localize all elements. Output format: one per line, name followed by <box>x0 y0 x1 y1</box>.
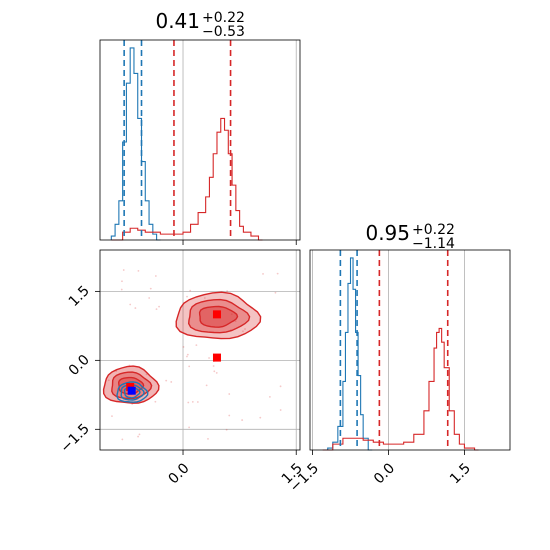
joint-y-tick-label: 0.0 <box>66 352 93 379</box>
joint-scatter-point <box>188 365 191 368</box>
panel-x0-title-minus: −0.53 <box>202 24 245 40</box>
joint-scatter-point <box>122 269 125 271</box>
joint-scatter-point <box>274 291 277 294</box>
joint-scatter-points <box>107 269 282 441</box>
joint-scatter-point <box>203 297 206 299</box>
joint-scatter-point <box>187 401 190 404</box>
joint-scatter-point <box>195 344 198 347</box>
panel-x0-quantile-lines <box>123 40 232 240</box>
joint-scatter-point <box>189 289 192 292</box>
joint-scatter-point <box>212 365 215 367</box>
panel-x1-red-histogram <box>322 327 479 451</box>
joint-scatter-point <box>107 379 110 382</box>
joint-scatter-point <box>241 419 244 421</box>
joint-scatter-point <box>170 381 173 383</box>
joint-frame <box>99 249 301 451</box>
panel-marginal-x0: 0.41 +0.22 −0.53 <box>99 9 301 245</box>
panel-x1-title-value: 0.95 <box>365 221 410 245</box>
panel-x1-grid <box>312 250 465 450</box>
joint-scatter-point <box>244 328 246 330</box>
joint-scatter-point <box>155 308 158 311</box>
joint-scatter-point <box>154 400 157 403</box>
panel-x0-ticks <box>182 240 297 245</box>
joint-scatter-point <box>165 379 168 382</box>
joint-scatter-point <box>120 288 123 291</box>
joint-scatter-point <box>182 346 185 348</box>
joint-scatter-point <box>154 275 157 277</box>
joint-scatter-point <box>205 384 208 387</box>
panel-x0-frame <box>99 39 301 241</box>
joint-scatter-point <box>259 416 262 419</box>
joint-marker-red <box>212 353 221 362</box>
joint-scatter-point <box>276 272 279 275</box>
panel-marginal-x1: −1.5 0.0 1.5 0.95 +0.22 −1.14 <box>287 221 511 496</box>
panel-x0-grid <box>182 40 297 240</box>
panel-x0-red-histogram <box>111 117 263 241</box>
joint-scatter-point <box>228 414 231 417</box>
joint-blue-contour <box>116 381 149 403</box>
joint-scatter-point <box>207 437 209 440</box>
panel-x0-title-value: 0.41 <box>155 9 200 33</box>
joint-markers <box>126 310 221 395</box>
joint-scatter-point <box>196 401 199 403</box>
joint-scatter-point <box>137 270 140 272</box>
joint-y-tick-label: 1.5 <box>66 283 93 310</box>
joint-scatter-point <box>186 355 188 358</box>
joint-scatter-point <box>138 433 141 436</box>
joint-scatter-point <box>234 320 237 323</box>
panel-joint: 0.0 1.5−1.50.01.5 <box>57 249 306 487</box>
joint-scatter-point <box>279 385 282 388</box>
panel-x1-histograms <box>322 257 479 451</box>
joint-scatter-point <box>148 297 151 299</box>
panel-x0-blue-histogram <box>110 47 161 241</box>
joint-x-tick-label: 0.0 <box>166 460 193 487</box>
joint-scatter-point <box>121 438 124 441</box>
panel-x1-title-minus: −1.14 <box>412 236 455 252</box>
joint-scatter-point <box>149 287 152 290</box>
joint-scatter-point <box>121 280 123 283</box>
panel-x0-histograms <box>110 47 263 241</box>
joint-blue-contour <box>120 384 145 401</box>
joint-scatter-point <box>242 330 244 333</box>
panel-x1-quantile-lines <box>339 250 449 450</box>
panel-x1-tick-label: 0.0 <box>371 460 398 487</box>
panel-x1-title-plus: +0.22 <box>412 222 455 238</box>
joint-scatter-point <box>186 295 188 298</box>
joint-scatter-point <box>188 426 191 429</box>
joint-scatter-point <box>186 353 189 356</box>
joint-grid <box>100 250 300 450</box>
joint-y-tick-label: −1.5 <box>57 421 92 456</box>
joint-scatter-point <box>262 273 264 275</box>
joint-scatter-point <box>158 305 160 308</box>
joint-scatter-point <box>225 428 228 431</box>
joint-scatter-point <box>145 373 148 376</box>
joint-marker-red <box>212 310 221 319</box>
joint-scatter-point <box>215 372 218 374</box>
joint-scatter-point <box>279 409 282 411</box>
joint-scatter-point <box>268 395 271 398</box>
joint-scatter-point <box>137 435 139 438</box>
joint-scatter-point <box>134 307 137 309</box>
joint-scatter-point <box>129 303 132 306</box>
panel-x1-tick-label: 1.5 <box>447 460 474 487</box>
joint-scatter-point <box>208 357 210 359</box>
joint-scatter-point <box>213 370 216 373</box>
joint-scatter-point <box>191 400 194 403</box>
joint-scatter-point <box>230 313 233 316</box>
joint-scatter-point <box>228 393 231 395</box>
panel-x1-blue-histogram <box>327 257 373 451</box>
panel-x0-title-plus: +0.22 <box>202 10 245 26</box>
panel-x1-frame <box>309 249 511 451</box>
joint-scatter-point <box>111 415 113 418</box>
panel-x1-ticks: −1.5 0.0 1.5 <box>287 450 474 496</box>
joint-scatter-point <box>226 290 229 293</box>
joint-marker-blue <box>127 386 136 395</box>
